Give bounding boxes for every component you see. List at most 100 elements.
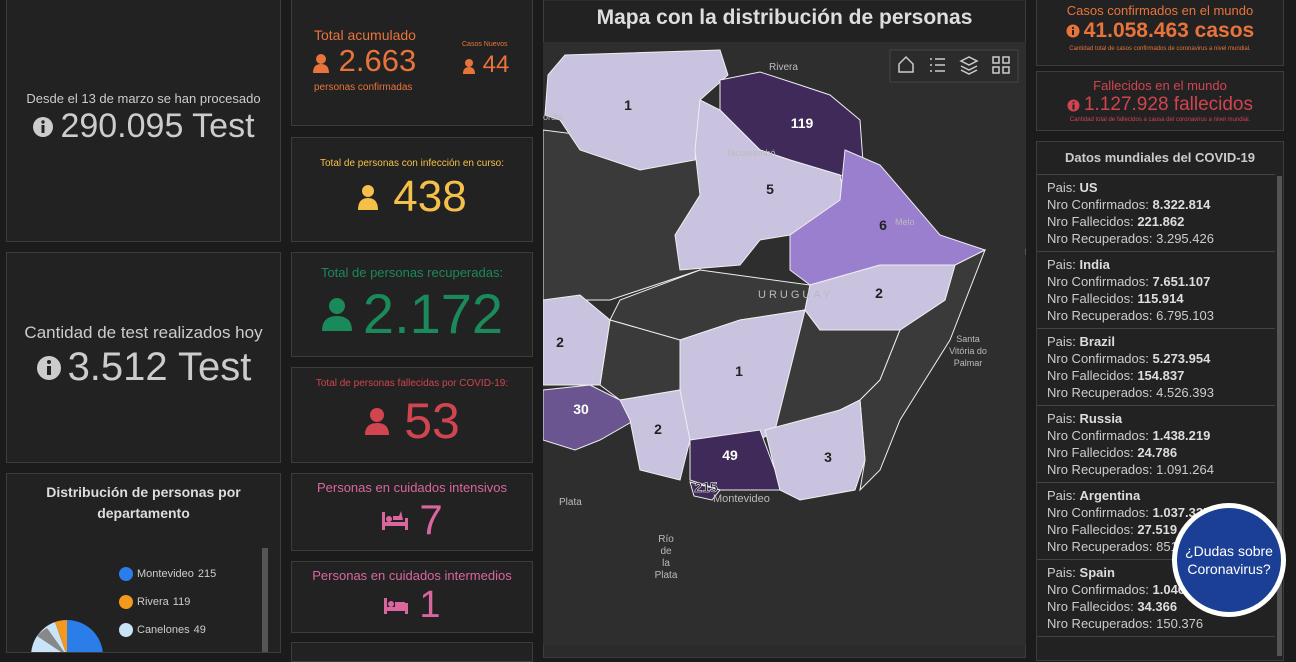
country-field: Nro Confirmados: 5.273.954 — [1047, 350, 1265, 367]
country-field: Nro Confirmados: 1.438.219 — [1047, 427, 1265, 444]
tests-today-panel: Cantidad de test realizados hoy 3.512 Te… — [6, 252, 281, 463]
field-label: Pais: — [1047, 180, 1076, 195]
country-entry: Pais: US Nro Confirmados: 8.322.814 Nro Fa… — [1037, 175, 1275, 252]
legend-swatch — [119, 567, 133, 581]
total-cases-caption: personas confirmadas — [314, 82, 413, 93]
help-button[interactable]: ¿Dudas sobre Coronavirus? — [1177, 508, 1281, 612]
country-field: Nro Fallecidos: 24.786 — [1047, 444, 1265, 461]
person-icon — [463, 58, 475, 74]
field-value: 221.862 — [1137, 214, 1185, 229]
intensive-label: Personas en cuidados intensivos — [316, 480, 508, 495]
total-cases-label: Total acumulado — [314, 27, 416, 43]
new-cases-label: Casos Nuevos — [462, 41, 508, 48]
person-icon — [365, 408, 390, 435]
field-label: Pais: — [1047, 334, 1076, 349]
field-value: India — [1079, 257, 1110, 272]
world-cases-row: 41.058.463 casos — [1037, 19, 1283, 43]
tests-total-value: 290.095 Test — [60, 107, 255, 145]
field-label: Nro Confirmados: — [1047, 274, 1149, 289]
world-deaths-label: Fallecidos en el mundo — [1093, 78, 1227, 93]
info-icon — [36, 355, 61, 380]
home-button[interactable] — [898, 55, 914, 73]
field-label: Nro Recuperados: — [1047, 539, 1153, 554]
layers-button[interactable] — [959, 56, 979, 75]
field-label: Nro Fallecidos: — [1047, 214, 1134, 229]
country-field: Pais: Brazil — [1047, 333, 1265, 350]
next-panel — [291, 642, 533, 662]
field-value: 1.091.264 — [1156, 462, 1214, 477]
country-field: Pais: Russia — [1047, 410, 1265, 427]
country-field: Nro Recuperados: 1.091.264 — [1047, 461, 1265, 478]
field-label: Pais: — [1047, 257, 1076, 272]
qr-button[interactable] — [992, 56, 1010, 74]
active-label: Total de personas con infección en curso… — [320, 158, 504, 169]
scrollbar[interactable] — [1277, 176, 1282, 656]
region-count: 2 — [654, 421, 662, 437]
world-deaths-panel: Fallecidos en el mundo 1.127.928 falleci… — [1036, 71, 1284, 131]
field-value: 150.376 — [1156, 616, 1204, 631]
region-count: 215 — [694, 479, 718, 495]
recovered-panel: Total de personas recuperadas: 2.172 — [291, 252, 533, 357]
active-panel: Total de personas con infección en curso… — [291, 137, 533, 242]
country-field: Pais: US — [1047, 179, 1265, 196]
country-field: Nro Fallecidos: 115.914 — [1047, 290, 1265, 307]
tests-today-value: 3.512 Test — [67, 345, 252, 389]
region-count: 3 — [824, 449, 832, 465]
field-label: Nro Fallecidos: — [1047, 368, 1134, 383]
info-icon — [1067, 99, 1080, 111]
legend-value: 49 — [193, 624, 206, 636]
field-label: Pais: — [1047, 411, 1076, 426]
field-label: Pais: — [1047, 488, 1076, 503]
region-count: 5 — [766, 181, 774, 197]
field-label: Pais: — [1047, 565, 1076, 580]
country-entry: Pais: Argentina Nro Confirmados: 1.037.32… — [1037, 483, 1275, 560]
country-field: Pais: Spain — [1047, 564, 1265, 581]
world-cases-panel: Casos confirmados en el mundo 41.058.463… — [1036, 0, 1284, 66]
field-value: 8.322.814 — [1152, 197, 1211, 212]
country-field: Nro Recuperados: 3.295.426 — [1047, 230, 1265, 247]
deaths-value: 53 — [404, 393, 460, 449]
field-value: US — [1079, 180, 1098, 195]
recovered-label: Total de personas recuperadas: — [320, 265, 504, 280]
world-deaths-row: 1.127.928 fallecidos — [1037, 94, 1283, 116]
legend-swatch — [119, 595, 133, 609]
place-label: URUGUAY — [758, 289, 833, 301]
scrollbar[interactable] — [262, 548, 268, 652]
total-cases-panel: Total acumulado 2.663 personas confirmad… — [291, 0, 533, 126]
map-toolbar — [889, 49, 1019, 83]
legend-item: Canelones 49 — [119, 616, 216, 644]
field-label: Nro Recuperados: — [1047, 231, 1153, 246]
tests-today-label: Cantidad de test realizados hoy — [24, 323, 263, 342]
person-icon — [321, 297, 352, 331]
country-field: Nro Confirmados: 8.322.814 — [1047, 196, 1265, 213]
field-label: Nro Recuperados: — [1047, 385, 1153, 400]
place-label-line: Palmar — [954, 358, 983, 368]
intensive-panel: Personas en cuidados intensivos 7 — [291, 473, 533, 551]
info-icon — [33, 116, 54, 137]
field-value: 34.366 — [1137, 599, 1178, 614]
world-list-title: Datos mundiales del COVID-19 — [1065, 150, 1255, 165]
field-value: 3.295.426 — [1156, 231, 1214, 246]
place-label: Montevideo — [713, 493, 770, 505]
legend-button[interactable] — [930, 58, 945, 72]
field-value: 4.526.393 — [1156, 385, 1214, 400]
place-label: Rivera — [769, 62, 798, 73]
world-cases-value: 41.058.463 casos — [1083, 19, 1255, 42]
active-value: 438 — [393, 172, 467, 221]
deaths-label: Total de personas fallecidas por COVID-1… — [315, 378, 509, 389]
place-label: Tacuarembó — [726, 148, 776, 158]
country-field: Nro Recuperados: 6.795.103 — [1047, 307, 1265, 324]
dashboard: Desde el 13 de marzo se han procesado 29… — [6, 0, 1286, 662]
region-count: 2 — [875, 285, 883, 301]
intermediate-row: 1 — [292, 584, 532, 627]
place-label: ordia — [543, 112, 563, 122]
legend-item: Rivera 119 — [119, 588, 216, 616]
place-label-line: Plata — [655, 570, 678, 581]
tests-today-row: 3.512 Test — [7, 345, 280, 390]
country-entry: Pais: Brazil Nro Confirmados: 5.273.954 Nr… — [1037, 329, 1275, 406]
region-count: 119 — [791, 115, 814, 131]
department-chart-panel: Distribución de personas por departament… — [6, 473, 281, 653]
country-entry: Pais: India Nro Confirmados: 7.651.107 Nro… — [1037, 252, 1275, 329]
place-label: Río de la Plata — [655, 534, 678, 581]
map[interactable]: 1 119 5 6 2 1 30 2 2 49 3 215 Rivera Tacuarembó Melo UR… — [543, 42, 1026, 645]
